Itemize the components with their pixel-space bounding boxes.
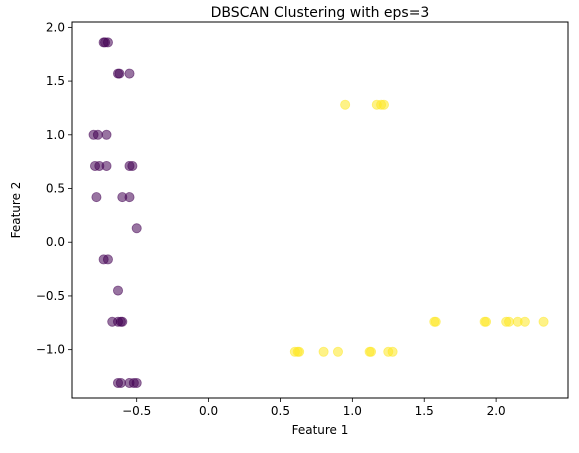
data-point-cluster-1	[340, 99, 351, 110]
data-point-cluster-0	[101, 129, 112, 140]
points-layer	[88, 37, 549, 388]
x-tick-label: 0.5	[271, 404, 290, 418]
data-point-cluster-0	[124, 192, 135, 203]
data-point-cluster-0	[92, 129, 103, 140]
data-point-cluster-0	[98, 37, 109, 48]
x-tick-label: −0.5	[122, 404, 151, 418]
data-point-cluster-1	[519, 316, 530, 327]
x-tick-label: 1.5	[415, 404, 434, 418]
y-tick-label: 1.5	[46, 74, 65, 88]
y-tick-label: 2.0	[46, 20, 65, 34]
chart-title: DBSCAN Clustering with eps=3	[211, 5, 430, 21]
data-point-cluster-1	[387, 346, 398, 357]
x-tick-label: 1.0	[343, 404, 362, 418]
x-axis-ticks: −0.5 0.0 0.5 1.0 1.5 2.0	[122, 398, 506, 418]
data-point-cluster-1	[366, 346, 377, 357]
data-point-cluster-0	[131, 223, 142, 234]
data-point-cluster-1	[538, 316, 549, 327]
y-axis-ticks: −1.0 −0.5 0.0 0.5 1.0 1.5 2.0	[36, 20, 72, 357]
plot-frame	[71, 21, 569, 399]
data-point-cluster-1	[504, 316, 515, 327]
data-point-cluster-1	[378, 99, 389, 110]
y-tick-label: −0.5	[36, 289, 65, 303]
data-point-cluster-1	[332, 346, 343, 357]
y-tick-label: 0.0	[46, 235, 65, 249]
x-axis-label: Feature 1	[292, 423, 349, 437]
data-point-cluster-0	[113, 68, 124, 79]
data-point-cluster-1	[294, 346, 305, 357]
data-point-cluster-0	[113, 285, 124, 296]
y-tick-label: 0.5	[46, 182, 65, 196]
y-tick-label: 1.0	[46, 128, 65, 142]
x-tick-label: 2.0	[487, 404, 506, 418]
data-point-cluster-1	[430, 316, 441, 327]
x-tick-label: 0.0	[199, 404, 218, 418]
data-point-cluster-1	[481, 316, 492, 327]
data-point-cluster-0	[127, 160, 138, 171]
data-point-cluster-0	[115, 377, 126, 388]
data-point-cluster-0	[117, 316, 128, 327]
data-point-cluster-0	[131, 377, 142, 388]
data-point-cluster-0	[101, 160, 112, 171]
data-point-cluster-0	[91, 192, 102, 203]
y-axis-label: Feature 2	[9, 182, 23, 239]
y-tick-label: −1.0	[36, 343, 65, 357]
data-point-cluster-0	[124, 68, 135, 79]
data-point-cluster-0	[102, 254, 113, 265]
data-point-cluster-1	[318, 346, 329, 357]
